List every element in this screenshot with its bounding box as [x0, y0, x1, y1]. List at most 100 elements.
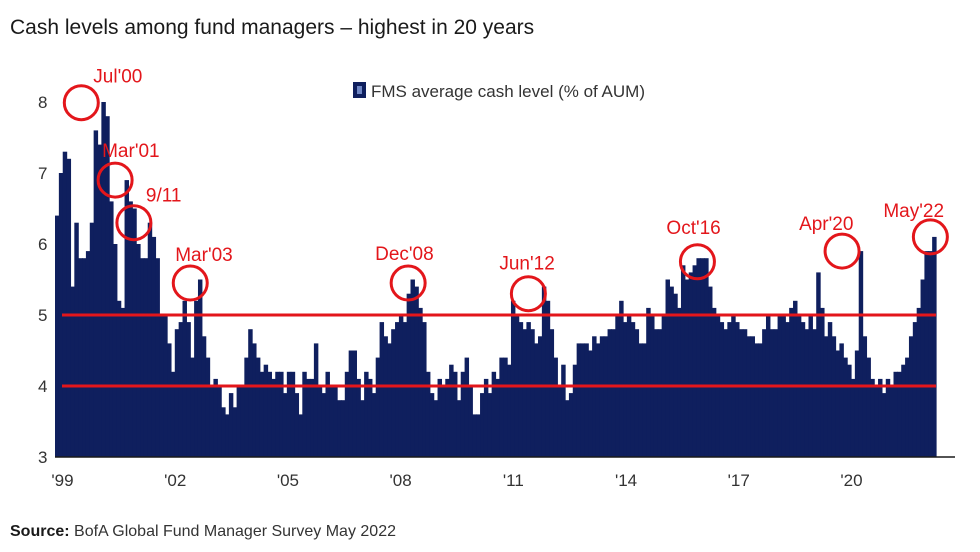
- bar: [673, 293, 678, 457]
- x-tick-label: '20: [840, 471, 862, 490]
- bar: [912, 322, 918, 457]
- bar: [453, 371, 458, 457]
- bar: [82, 258, 87, 457]
- bar: [522, 329, 528, 457]
- x-tick-label: '14: [615, 471, 637, 490]
- x-axis-ticks: '99 '02 '05 '08 '11 '14 '17 '20: [51, 471, 862, 490]
- y-tick-label: 7: [38, 164, 47, 183]
- bar: [557, 386, 562, 457]
- bar: [599, 336, 605, 457]
- y-tick-label: 3: [38, 448, 47, 467]
- bar: [491, 371, 497, 457]
- bar: [708, 286, 713, 457]
- bar: [565, 400, 570, 457]
- bar: [383, 336, 388, 457]
- bar: [499, 357, 504, 457]
- bar: [213, 378, 218, 457]
- bar: [843, 357, 848, 457]
- bar: [140, 258, 145, 457]
- bar: [406, 293, 412, 457]
- bar: [151, 236, 157, 457]
- bar: [847, 364, 852, 457]
- bar: [252, 343, 257, 457]
- annotation-label: Oct'16: [666, 218, 720, 239]
- annotation-circle: [62, 84, 100, 122]
- bar: [480, 393, 485, 457]
- bar: [905, 357, 910, 457]
- bar: [317, 386, 323, 457]
- bar: [267, 371, 272, 457]
- bar: [928, 251, 933, 457]
- bar: [128, 201, 133, 457]
- bar: [924, 251, 929, 457]
- bar: [545, 300, 551, 457]
- bar: [201, 336, 207, 457]
- bar: [623, 322, 628, 457]
- bar: [306, 378, 311, 457]
- bar: [646, 307, 651, 457]
- bar: [136, 244, 141, 457]
- bar: [607, 329, 613, 457]
- bar: [209, 386, 215, 457]
- legend-label: FMS average cash level (% of AUM): [371, 82, 645, 101]
- bar: [889, 386, 895, 457]
- bar: [723, 329, 728, 457]
- bar: [530, 329, 535, 457]
- bar: [460, 371, 466, 457]
- bar: [897, 371, 902, 457]
- bar: [878, 378, 883, 457]
- source-text: BofA Global Fund Manager Survey May 2022: [74, 523, 396, 540]
- bar: [677, 307, 682, 457]
- bar: [441, 386, 446, 457]
- bar: [197, 279, 203, 457]
- annotation-circle: [171, 264, 209, 302]
- bar: [487, 393, 493, 457]
- annotation-label: Mar'03: [175, 245, 232, 266]
- bar: [337, 400, 342, 457]
- bar: [429, 393, 435, 457]
- bar: [549, 329, 555, 457]
- bar: [588, 350, 593, 457]
- bar: [344, 371, 350, 457]
- bar: [908, 336, 914, 457]
- bar: [866, 357, 871, 457]
- y-tick-label: 4: [38, 377, 47, 396]
- bar: [634, 329, 640, 457]
- bar: [464, 357, 470, 457]
- bar: [669, 286, 674, 457]
- bar: [313, 343, 319, 457]
- bar: [839, 343, 844, 457]
- bar: [74, 222, 79, 457]
- annotation-circle: [509, 275, 547, 313]
- bar: [561, 364, 566, 457]
- bar: [379, 322, 385, 457]
- bars-group: [55, 102, 937, 458]
- bar: [85, 251, 91, 457]
- bar: [769, 329, 775, 457]
- bar: [793, 300, 798, 457]
- bar: [742, 329, 748, 457]
- legend-swatch-highlight: [357, 86, 362, 94]
- annotation-circle: [115, 204, 153, 242]
- bar: [870, 378, 875, 457]
- bar: [282, 393, 288, 457]
- y-tick-label: 6: [38, 235, 47, 254]
- bar: [595, 343, 601, 457]
- bar: [534, 343, 539, 457]
- annotation-circle: [96, 161, 134, 199]
- bar: [360, 400, 365, 457]
- annotation-circle: [823, 232, 861, 270]
- bar: [719, 322, 725, 457]
- bar: [437, 378, 442, 457]
- annotation-label: May'22: [883, 201, 944, 222]
- bar: [178, 322, 184, 457]
- bar: [503, 357, 508, 457]
- bar: [93, 130, 99, 457]
- bar: [387, 343, 392, 457]
- x-tick-label: '02: [164, 471, 186, 490]
- bar: [638, 343, 643, 457]
- bar: [789, 307, 794, 457]
- bar: [495, 378, 500, 457]
- bar: [758, 343, 763, 457]
- source-label: Source:: [10, 523, 70, 540]
